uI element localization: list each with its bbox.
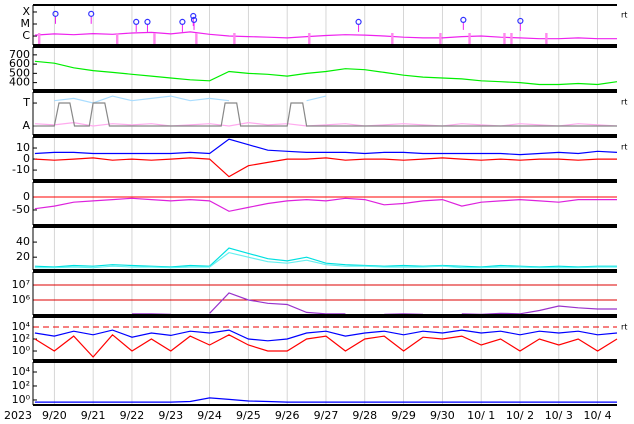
y-tick-label: T — [22, 96, 30, 109]
y-tick-label: 20 — [16, 250, 30, 263]
eclipse-bar — [153, 33, 156, 45]
y-tick-label: A — [22, 119, 30, 132]
y-tick-label: -10 — [12, 163, 30, 176]
y-tick-label: 10⁷ — [12, 278, 30, 291]
y-tick-label: 10⁴ — [12, 365, 31, 378]
y-tick-label: 0 — [23, 152, 30, 165]
series-line — [34, 397, 617, 403]
eclipse-bar — [116, 33, 119, 45]
eclipse-bar — [510, 33, 513, 45]
eclipse-bar — [545, 33, 548, 45]
flare-marker — [190, 12, 197, 20]
series-line — [34, 197, 617, 212]
eclipse-bar — [195, 33, 198, 45]
x-tick-label: 9/25 — [236, 409, 261, 422]
eclipse-bar — [503, 33, 506, 45]
x-tick-label: 9/21 — [81, 409, 106, 422]
flare-marker — [460, 16, 467, 23]
flare-marker — [144, 18, 151, 25]
y-tick-label: 400 — [9, 76, 30, 89]
panel-tag: rt — [621, 98, 627, 107]
eclipse-bar — [391, 33, 394, 45]
x-tick-label: 9/26 — [275, 409, 300, 422]
x-tick-label: 9/20 — [42, 409, 67, 422]
series-line — [34, 329, 618, 342]
series-line — [34, 138, 618, 156]
y-tick-label: -50 — [12, 203, 30, 216]
y-tick-label: 600 — [9, 57, 30, 70]
flare-marker — [190, 16, 198, 23]
y-tick-label: M — [21, 17, 31, 30]
x-tick-label: 10/ 4 — [583, 409, 611, 422]
x-tick-label: 9/28 — [352, 409, 377, 422]
y-tick-label: 0 — [23, 190, 30, 203]
y-tick-label: 10² — [12, 332, 30, 345]
x-tick-label: 10/ 2 — [506, 409, 534, 422]
flare-marker — [517, 17, 524, 25]
x-tick-label: 9/24 — [197, 409, 222, 422]
x-tick-label: 10/ 1 — [467, 409, 495, 422]
series-line — [34, 60, 618, 86]
panel-tag: rt — [621, 323, 627, 332]
x-tick-label: 9/23 — [158, 409, 183, 422]
panel-tag: rt — [621, 143, 627, 152]
eclipse-bar — [38, 33, 41, 45]
flare-marker — [88, 10, 95, 17]
series-line — [34, 157, 617, 178]
y-tick-label: 10 — [16, 141, 30, 154]
y-tick-label: 10⁶ — [12, 293, 31, 306]
series-line — [34, 121, 618, 127]
eclipse-bar — [439, 33, 442, 45]
series-line — [34, 333, 618, 358]
panel-tag: rt — [621, 11, 627, 20]
eclipse-bar — [468, 33, 471, 45]
series-line — [34, 251, 617, 269]
y-tick-label: 10² — [12, 379, 30, 392]
y-tick-label: 40 — [16, 235, 30, 248]
y-tick-label: C — [22, 29, 30, 42]
x-tick-label: 9/30 — [430, 409, 455, 422]
series-line — [33, 102, 617, 127]
series-line — [132, 292, 617, 316]
flare-marker — [133, 18, 140, 25]
eclipse-bar — [233, 33, 236, 45]
x-tick-label: 10/ 3 — [545, 409, 573, 422]
x-tick-label: 9/29 — [391, 409, 416, 422]
y-tick-label: 10⁰ — [12, 393, 31, 406]
series-line — [34, 31, 617, 40]
y-tick-label: 10⁰ — [12, 344, 31, 357]
y-tick-label: 500 — [9, 66, 30, 79]
year-label: 2023 — [4, 409, 32, 422]
x-tick-label: 9/27 — [314, 409, 339, 422]
eclipse-bar — [308, 33, 311, 45]
y-tick-label: 10⁴ — [12, 320, 31, 333]
series-line — [34, 247, 617, 268]
flare-marker — [179, 18, 186, 25]
flare-marker — [52, 10, 59, 17]
y-tick-label: X — [22, 5, 30, 18]
y-tick-label: 700 — [9, 48, 30, 61]
flare-marker — [355, 18, 362, 25]
x-tick-label: 9/22 — [120, 409, 145, 422]
